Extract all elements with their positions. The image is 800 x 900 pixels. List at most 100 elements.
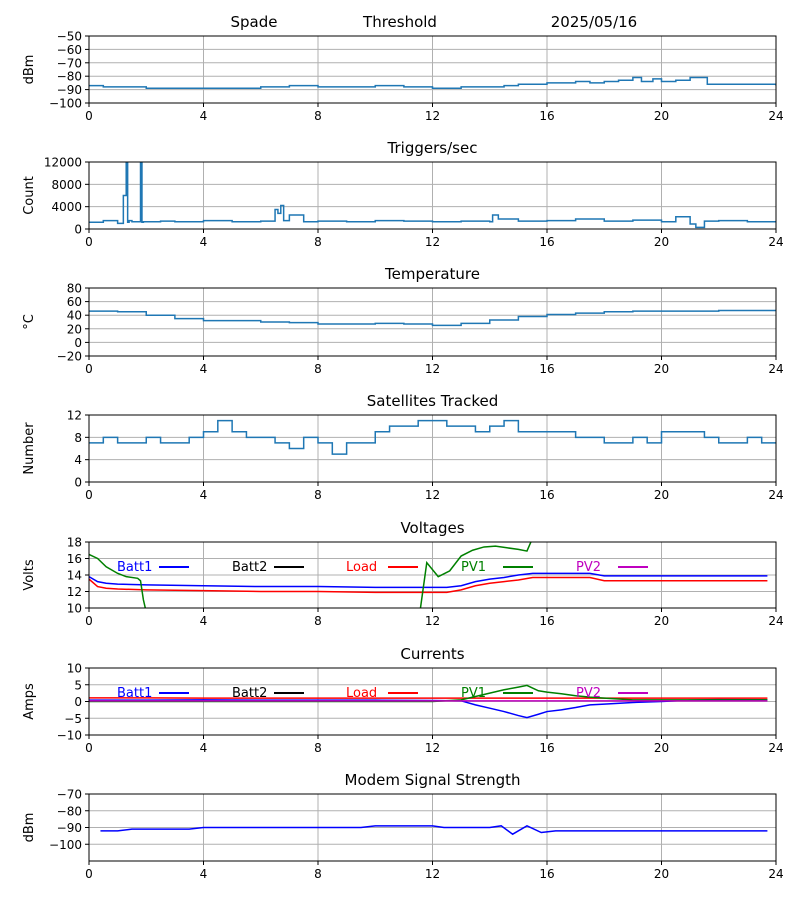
x-tick-label: 20: [654, 362, 669, 376]
y-tick-label: −50: [57, 30, 82, 44]
y-tick-label: −20: [57, 350, 82, 364]
series-line: [89, 419, 776, 455]
y-tick-label: −10: [57, 729, 82, 743]
panel-title: Currents: [400, 645, 464, 663]
x-tick-label: 24: [768, 741, 783, 755]
x-tick-label: 4: [200, 614, 208, 628]
y-axis-label: Number: [22, 422, 37, 475]
x-tick-label: 24: [768, 109, 783, 123]
y-tick-label: −70: [57, 56, 82, 70]
x-tick-label: 0: [85, 741, 93, 755]
x-tick-label: 12: [425, 741, 440, 755]
x-tick-label: 4: [200, 362, 208, 376]
y-tick-label: 8000: [51, 178, 82, 192]
panel-satellites: 0 4 8 12 16 20 24 0 4 8 12 Satellites Tracked Number: [22, 392, 784, 502]
x-tick-label: 16: [539, 614, 554, 628]
x-tick-label: 16: [539, 488, 554, 502]
x-tick-label: 12: [425, 109, 440, 123]
y-tick-label: 10: [67, 662, 82, 676]
y-tick-label: 16: [67, 552, 82, 566]
panel-threshold: 0 4 8 12 16 20 24 −50−60−70−80−90−100 dBm: [22, 30, 784, 124]
panel-currents: 0 4 8 12 16 20 24 10 5 0 −5 −10 Currents Amps Batt1 Bat…: [22, 645, 784, 755]
y-tick-label: 60: [67, 295, 82, 309]
legend-label: Load: [346, 560, 377, 575]
x-tick-label: 0: [85, 109, 93, 123]
legend-label: Load: [346, 686, 377, 701]
y-tick-label: 18: [67, 536, 82, 550]
y-tick-label: 4000: [51, 200, 82, 214]
x-tick-label: 24: [768, 488, 783, 502]
x-tick-label: 24: [768, 235, 783, 249]
x-tick-label: 0: [85, 362, 93, 376]
x-tick-label: 12: [425, 867, 440, 881]
x-tick-label: 8: [314, 741, 322, 755]
x-tick-label: 20: [654, 109, 669, 123]
panel-title: Satellites Tracked: [367, 392, 498, 410]
y-tick-label: 8: [74, 431, 82, 445]
panel-triggers: 0 4 8 12 16 20 24 0 4000 8000 12000 Triggers/sec Cou…: [22, 139, 784, 249]
series-line-pv1: [89, 542, 532, 608]
x-tick-label: 8: [314, 109, 322, 123]
legend-label: Batt2: [232, 560, 267, 575]
panel-voltages: 0 4 8 12 16 20 24 10 12 14 16 18 Voltages Volts Batt1 B…: [22, 519, 784, 628]
y-tick-label: 0: [74, 336, 82, 350]
legend-label: Batt1: [117, 560, 152, 575]
x-tick-label: 20: [654, 867, 669, 881]
y-axis-label: dBm: [22, 813, 37, 843]
y-tick-label: 10: [67, 602, 82, 616]
x-tick-label: 16: [539, 362, 554, 376]
y-tick-label: 5: [74, 678, 82, 692]
panel-title: Triggers/sec: [387, 139, 478, 157]
y-tick-label: 14: [67, 569, 82, 583]
x-tick-label: 16: [539, 741, 554, 755]
y-tick-label: 80: [67, 282, 82, 296]
y-axis-label: Amps: [22, 683, 37, 720]
x-tick-label: 8: [314, 362, 322, 376]
y-tick-label: 0: [74, 695, 82, 709]
y-tick-label: −90: [57, 821, 82, 835]
x-tick-label: 12: [425, 488, 440, 502]
y-tick-label: −90: [57, 83, 82, 97]
x-tick-label: 12: [425, 614, 440, 628]
x-tick-label: 20: [654, 235, 669, 249]
y-tick-label: −100: [49, 97, 82, 111]
y-tick-label: −60: [57, 43, 82, 57]
x-tick-label: 0: [85, 867, 93, 881]
y-tick-label: 20: [67, 322, 82, 336]
y-tick-label: −80: [57, 70, 82, 84]
y-tick-label: 0: [74, 476, 82, 490]
x-tick-label: 4: [200, 235, 208, 249]
header-station: Spade: [231, 13, 278, 31]
x-tick-label: 4: [200, 109, 208, 123]
x-tick-label: 0: [85, 235, 93, 249]
panel-title: Modem Signal Strength: [345, 771, 521, 789]
legend-label: Batt1: [117, 686, 152, 701]
y-tick-label: 12000: [44, 156, 82, 170]
legend-label: Batt2: [232, 686, 267, 701]
y-tick-label: −70: [57, 788, 82, 802]
header-mode: Threshold: [362, 13, 437, 31]
y-tick-label: 40: [67, 309, 82, 323]
header-date: 2025/05/16: [551, 13, 637, 31]
x-tick-label: 4: [200, 867, 208, 881]
x-tick-label: 20: [654, 614, 669, 628]
x-tick-label: 12: [425, 235, 440, 249]
x-tick-label: 8: [314, 614, 322, 628]
y-tick-label: 12: [67, 585, 82, 599]
y-tick-label: −100: [49, 838, 82, 852]
x-tick-label: 8: [314, 867, 322, 881]
y-tick-label: 0: [74, 223, 82, 237]
series-line: [89, 309, 776, 327]
y-axis-label: °C: [22, 314, 37, 330]
y-axis-label: dBm: [22, 55, 37, 85]
series-line: [100, 824, 768, 836]
x-tick-label: 16: [539, 235, 554, 249]
x-tick-label: 4: [200, 741, 208, 755]
series-line: [89, 76, 776, 90]
series-line: [89, 162, 776, 229]
y-tick-label: −5: [64, 712, 82, 726]
x-tick-label: 8: [314, 488, 322, 502]
